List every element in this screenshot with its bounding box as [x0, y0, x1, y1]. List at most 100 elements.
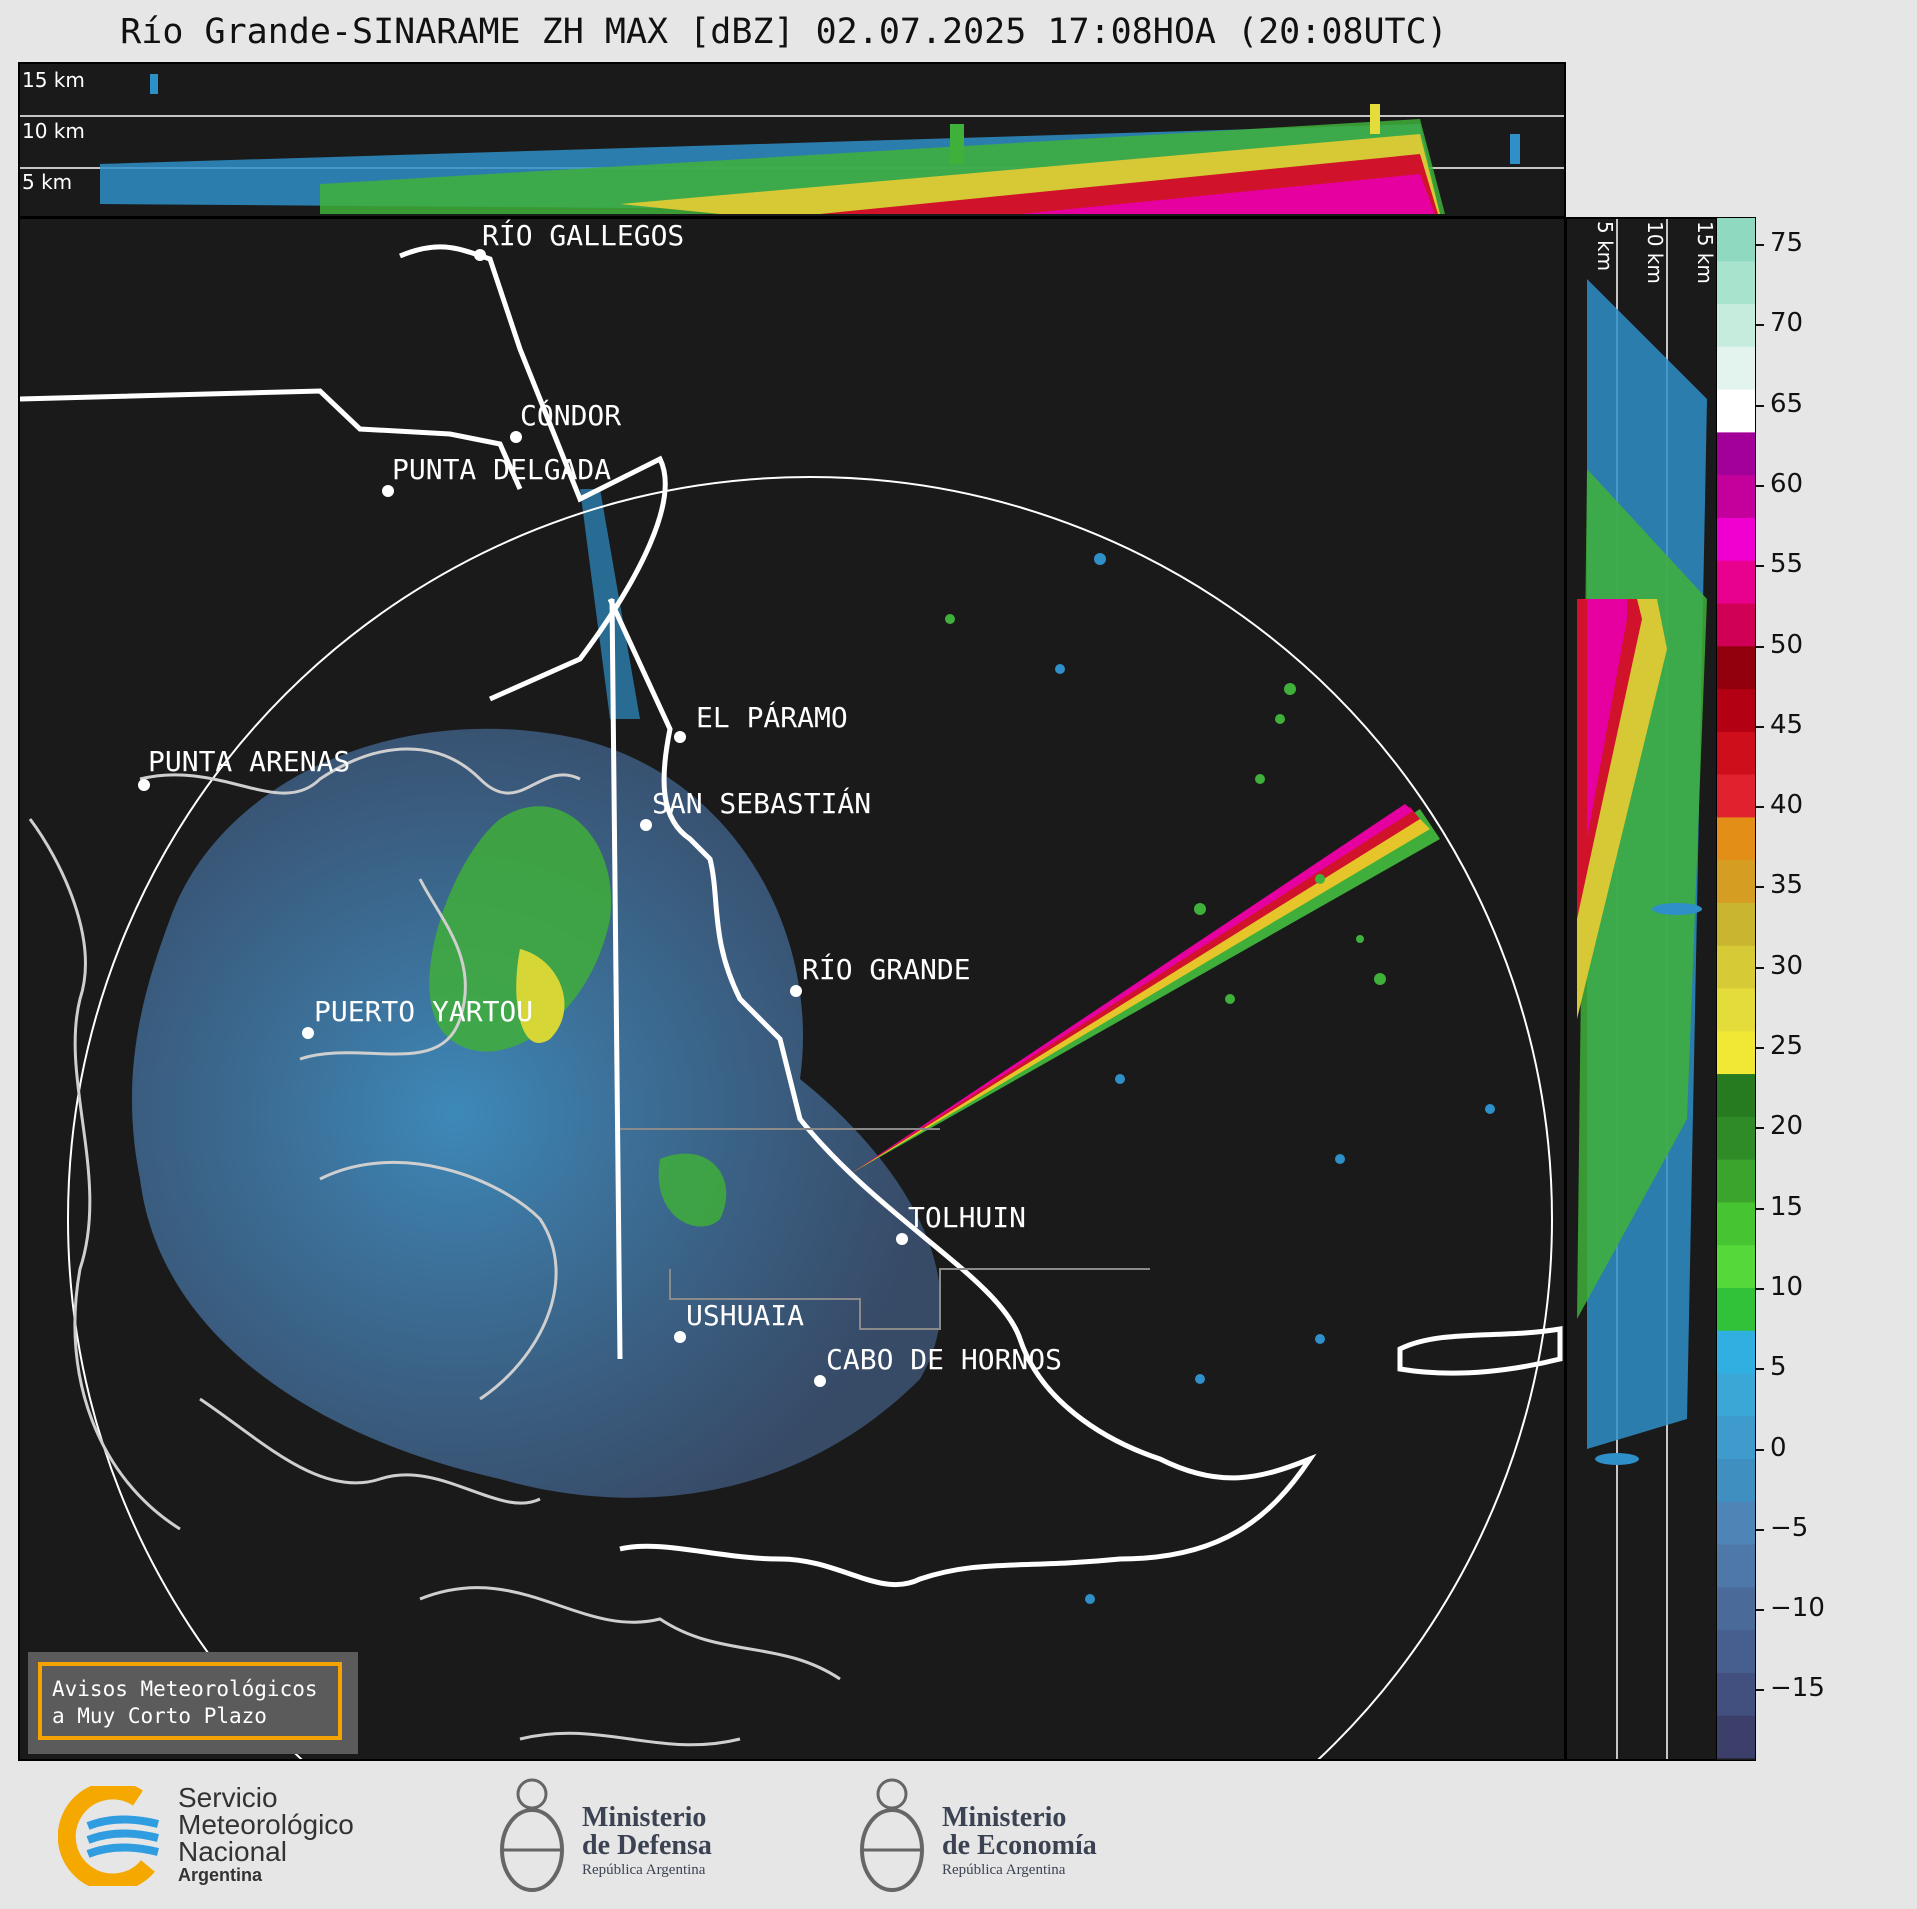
colorbar-swatch	[1717, 1073, 1755, 1117]
smn-line-3: Nacional	[178, 1836, 287, 1867]
colorbar-swatch	[1717, 988, 1755, 1032]
city-dot-punta-delgada	[382, 485, 394, 497]
defensa-line-3: República Argentina	[582, 1862, 706, 1878]
warning-box: Avisos Meteorológicos a Muy Corto Plazo	[28, 1652, 358, 1754]
colorbar-swatch	[1717, 1201, 1755, 1246]
warning-line-1: Avisos Meteorológicos	[52, 1677, 318, 1701]
colorbar-tick-mark	[1756, 1528, 1764, 1531]
colorbar-swatch	[1717, 1373, 1755, 1417]
colorbar-tick-label: 55	[1770, 549, 1804, 580]
colorbar-swatch	[1717, 1544, 1755, 1588]
colorbar-swatch	[1717, 431, 1755, 476]
colorbar-swatch	[1717, 1415, 1755, 1460]
side-profile-echoes	[1577, 219, 1707, 1759]
colorbar-swatch	[1717, 731, 1755, 775]
colorbar-swatch	[1717, 517, 1755, 561]
colorbar-tick-label: −15	[1770, 1673, 1825, 1704]
colorbar-tick-mark	[1756, 1127, 1764, 1130]
colorbar-tick-label: −10	[1770, 1593, 1825, 1624]
colorbar-tick-mark	[1756, 1609, 1764, 1612]
colorbar-swatch	[1717, 218, 1755, 262]
side-height-label-10km: 10 km	[1643, 221, 1667, 284]
colorbar-swatch	[1717, 560, 1755, 604]
colorbar-tick-label: 45	[1770, 709, 1804, 740]
height-label-15km: 15 km	[22, 68, 85, 92]
city-label-san-sebastian: SAN SEBASTIÁN	[652, 787, 872, 820]
city-label-puerto-yartou: PUERTO YARTOU	[314, 995, 534, 1028]
city-dot-punta-arenas	[138, 779, 150, 791]
colorbar-tick-label: 20	[1770, 1111, 1804, 1142]
colorbar-tick-label: 60	[1770, 468, 1804, 499]
city-label-condor: CÓNDOR	[520, 399, 622, 432]
colorbar-tick-label: 65	[1770, 388, 1804, 419]
chart-title: Río Grande-SINARAME ZH MAX [dBZ] 02.07.2…	[120, 12, 1448, 52]
colorbar-tick-label: 10	[1770, 1271, 1804, 1302]
city-dot-ushuaia	[674, 1331, 686, 1343]
warning-box-inner: Avisos Meteorológicos a Muy Corto Plazo	[38, 1662, 342, 1740]
side-height-profile-panel: 5 km 10 km 15 km	[1565, 217, 1718, 1761]
city-label-punta-arenas: PUNTA ARENAS	[148, 745, 351, 778]
colorbar-tick-mark	[1756, 1287, 1764, 1290]
colorbar-tick-mark	[1756, 1047, 1764, 1049]
colorbar-swatch	[1717, 945, 1755, 989]
height-label-10km: 10 km	[22, 119, 85, 143]
economia-line-3: República Argentina	[942, 1862, 1066, 1878]
colorbar-tick-mark	[1756, 565, 1764, 568]
radar-map-panel: RÍO GALLEGOS CÓNDOR PUNTA DELGADA EL PÁR…	[18, 217, 1566, 1761]
colorbar-tick-label: 35	[1770, 870, 1804, 901]
colorbar-tick-label: 5	[1770, 1352, 1787, 1383]
colorbar-swatch	[1717, 1244, 1755, 1288]
colorbar-swatch	[1717, 474, 1755, 518]
colorbar-swatch	[1717, 1458, 1755, 1502]
economia-coat-of-arms-icon	[860, 1778, 924, 1892]
colorbar-tick-label: 25	[1770, 1031, 1804, 1061]
colorbar-tick-mark	[1756, 1689, 1764, 1692]
side-height-label-15km: 15 km	[1693, 221, 1717, 284]
defensa-line-2: de Defensa	[582, 1830, 712, 1861]
colorbar-swatch	[1717, 1116, 1755, 1160]
colorbar-tick-mark	[1756, 324, 1764, 327]
defensa-coat-of-arms-icon	[500, 1778, 564, 1892]
colorbar-tick-mark	[1756, 484, 1764, 487]
city-dot-el-paramo	[674, 731, 686, 743]
colorbar-tick-mark	[1756, 244, 1764, 246]
economia-line-1: Ministerio	[942, 1802, 1067, 1833]
warning-line-2: a Muy Corto Plazo	[52, 1704, 267, 1728]
defensa-logo-text: Ministerio de Defensa República Argentin…	[582, 1804, 712, 1880]
city-dot-condor	[510, 431, 522, 443]
colorbar-tick-mark	[1756, 886, 1764, 889]
colorbar-tick-label: 15	[1770, 1191, 1804, 1222]
city-label-rio-gallegos: RÍO GALLEGOS	[482, 219, 685, 252]
colorbar-tick-label: −5	[1770, 1512, 1809, 1543]
colorbar-swatch	[1717, 1586, 1755, 1631]
colorbar-tick-mark	[1756, 1448, 1764, 1451]
colorbar-swatch	[1717, 902, 1755, 946]
colorbar-tick-mark	[1756, 966, 1764, 969]
colorbar-swatch	[1717, 1715, 1755, 1759]
colorbar-tick-mark	[1756, 645, 1764, 648]
colorbar-swatches	[1717, 218, 1755, 1759]
city-label-ushuaia: USHUAIA	[686, 1299, 805, 1332]
city-label-rio-grande: RÍO GRANDE	[802, 953, 971, 986]
colorbar-swatch	[1717, 1629, 1755, 1673]
city-dot-cabo-de-hornos	[814, 1375, 826, 1387]
smn-line-4: Argentina	[178, 1865, 263, 1885]
colorbar-tick-label: 75	[1770, 228, 1804, 258]
colorbar-swatch	[1717, 1672, 1755, 1716]
city-dot-puerto-yartou	[302, 1027, 314, 1039]
colorbar-swatch	[1717, 346, 1755, 390]
colorbar-swatch	[1717, 688, 1755, 732]
height-label-5km: 5 km	[22, 170, 73, 194]
city-dot-rio-gallegos	[474, 249, 486, 261]
economia-line-2: de Economía	[942, 1830, 1097, 1861]
colorbar-swatch	[1717, 303, 1755, 347]
city-label-cabo-de-hornos: CABO DE HORNOS	[826, 1343, 1063, 1376]
colorbar-tick-label: 30	[1770, 950, 1804, 981]
colorbar-tick-label: 50	[1770, 629, 1804, 660]
radar-map	[20, 244, 1563, 1759]
colorbar-swatch	[1717, 1030, 1755, 1075]
smn-logo-icon	[58, 1786, 159, 1886]
city-label-el-paramo: EL PÁRAMO	[696, 701, 848, 734]
smn-logo-text: Servicio Meteorológico Nacional Argentin…	[178, 1782, 354, 1886]
smn-line-1: Servicio	[178, 1782, 278, 1813]
